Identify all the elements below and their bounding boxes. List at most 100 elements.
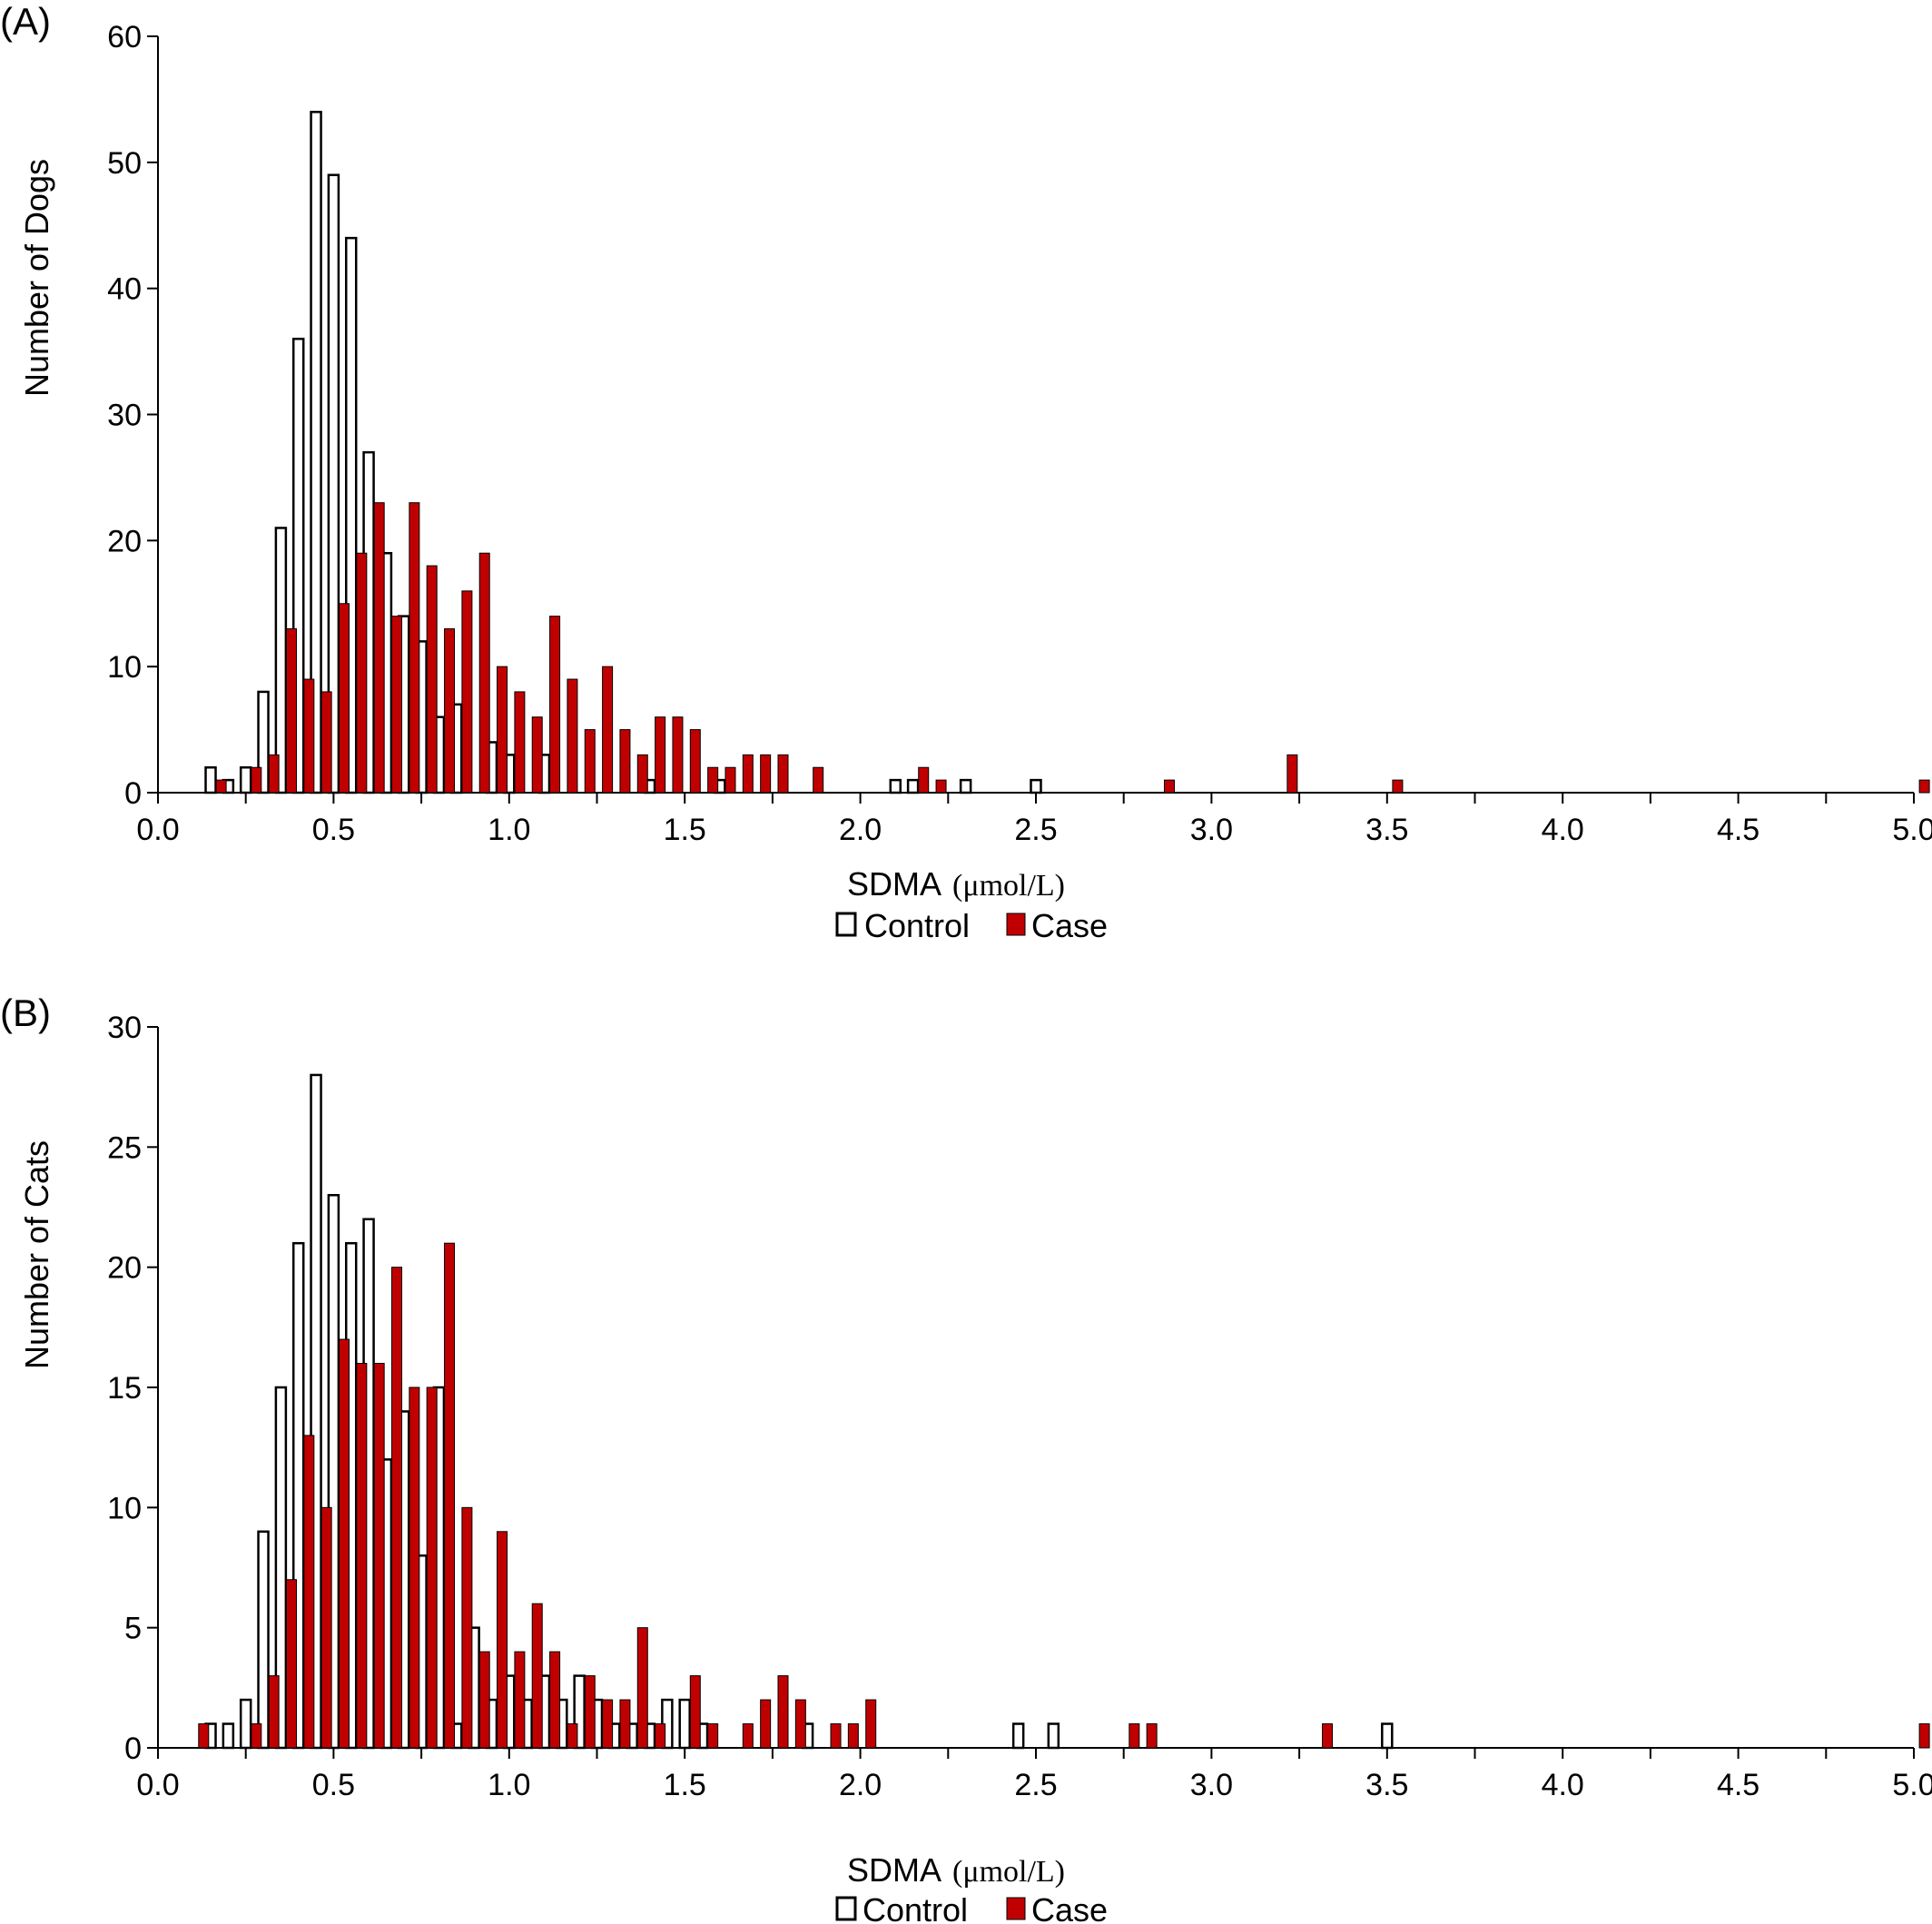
bar-case xyxy=(409,1386,420,1749)
bar-case xyxy=(865,1699,877,1749)
panel-label-a: (A) xyxy=(0,0,51,43)
bar-case xyxy=(320,1506,332,1749)
bar-case xyxy=(373,1363,385,1749)
bar-case xyxy=(444,628,456,794)
y-tick-label: 25 xyxy=(107,1130,142,1165)
bar-case xyxy=(636,1627,648,1749)
bar-case xyxy=(426,565,438,794)
x-tick-label: 1.5 xyxy=(664,813,706,847)
bar-case xyxy=(268,1675,280,1749)
bar-case xyxy=(1129,1723,1140,1749)
bar-control xyxy=(327,1194,340,1750)
legend-b: Control Case xyxy=(835,1891,1108,1924)
bar-control xyxy=(239,1698,252,1750)
bar-case xyxy=(303,1435,315,1749)
x-tick-label: 4.5 xyxy=(1717,1768,1760,1802)
bar-case xyxy=(251,766,262,794)
x-axis-title-a: SDMA (μmol/L) xyxy=(847,865,1065,903)
bar-control xyxy=(573,1674,586,1750)
bar-case xyxy=(1163,779,1175,794)
bar-case xyxy=(497,666,508,794)
legend-swatch-case xyxy=(1006,913,1026,936)
bar-control xyxy=(906,778,920,794)
panel-a-chart: (A) Number of Dogs SDMA (μmol/L) Control… xyxy=(0,0,1932,944)
legend-label-case: Case xyxy=(1031,1891,1108,1924)
y-axis-title-cats: Number of Cats xyxy=(18,1140,55,1369)
bar-case xyxy=(391,616,403,794)
y-tick-label: 15 xyxy=(107,1371,142,1406)
y-tick-label: 5 xyxy=(124,1612,142,1646)
bar-case xyxy=(602,666,614,794)
bar-control xyxy=(257,1530,270,1750)
bar-control xyxy=(1047,1722,1060,1750)
bar-case xyxy=(320,691,332,794)
bar-case xyxy=(813,766,824,794)
series-control xyxy=(204,1073,1394,1750)
x-tick-label: 2.0 xyxy=(839,1768,882,1802)
y-tick-label: 20 xyxy=(107,1251,142,1286)
bar-case xyxy=(672,716,684,794)
bar-case xyxy=(409,502,420,794)
bar-case xyxy=(444,1242,456,1749)
x-tick-label: 4.0 xyxy=(1542,813,1584,847)
bar-case xyxy=(1286,754,1298,794)
x-tick-label: 1.5 xyxy=(664,1768,706,1802)
bar-control xyxy=(291,1241,305,1750)
bar-control xyxy=(222,1722,235,1750)
bar-case xyxy=(777,754,789,794)
bar-control xyxy=(1030,778,1042,794)
bar-case xyxy=(742,754,754,794)
bar-case xyxy=(303,678,315,794)
x-tick-label: 3.0 xyxy=(1190,813,1233,847)
bar-case xyxy=(215,779,227,794)
bar-control xyxy=(274,527,288,794)
y-tick-label: 10 xyxy=(107,1491,142,1525)
bar-case xyxy=(356,552,368,794)
legend-label-control: Control xyxy=(862,1891,968,1924)
x-tick-label: 0.0 xyxy=(136,813,179,847)
bar-case xyxy=(1918,1723,1930,1749)
y-tick-label: 30 xyxy=(107,1011,142,1045)
bar-case xyxy=(636,754,648,794)
bar-case xyxy=(689,1675,701,1749)
y-tick-label: 20 xyxy=(107,524,142,558)
bar-control xyxy=(204,765,217,794)
bar-case xyxy=(478,1651,490,1749)
series-case xyxy=(198,1242,1930,1749)
series-case xyxy=(215,502,1930,794)
bar-case xyxy=(373,502,385,794)
legend-a: Control Case xyxy=(835,907,1108,944)
x-tick-label: 4.0 xyxy=(1542,1768,1584,1802)
bar-case xyxy=(655,716,666,794)
x-tick-label: 0.5 xyxy=(312,1768,355,1802)
bar-case xyxy=(742,1723,754,1749)
bar-control xyxy=(327,173,340,794)
bar-case xyxy=(602,1699,614,1749)
x-tick-label: 2.5 xyxy=(1014,1768,1057,1802)
y-axis-title-dogs: Number of Dogs xyxy=(18,159,55,397)
panel-label-b: (B) xyxy=(0,992,51,1034)
y-tick-label: 50 xyxy=(107,146,142,181)
bar-case xyxy=(830,1723,842,1749)
x-tick-label: 2.0 xyxy=(839,813,882,847)
bar-case xyxy=(777,1675,789,1749)
bar-case xyxy=(724,766,736,794)
bar-case xyxy=(1322,1723,1334,1749)
x-tick-label: 4.5 xyxy=(1717,813,1760,847)
x-tick-label: 0.0 xyxy=(136,1768,179,1802)
x-axis-title-text: SDMA xyxy=(847,865,941,903)
legend-label-control: Control xyxy=(864,907,970,944)
y-tick-label: 10 xyxy=(107,650,142,685)
bar-case xyxy=(461,1506,473,1749)
bar-control xyxy=(310,1073,322,1750)
bar-case xyxy=(356,1363,368,1749)
bar-case xyxy=(514,691,526,794)
bar-control xyxy=(678,1698,691,1750)
bar-case xyxy=(918,766,930,794)
x-axis-unit: (μmol/L) xyxy=(952,1855,1065,1889)
bar-case xyxy=(339,603,350,794)
x-tick-label: 1.0 xyxy=(488,1768,530,1802)
bar-case xyxy=(689,729,701,794)
bar-case xyxy=(478,552,490,794)
bar-case xyxy=(426,1386,438,1749)
